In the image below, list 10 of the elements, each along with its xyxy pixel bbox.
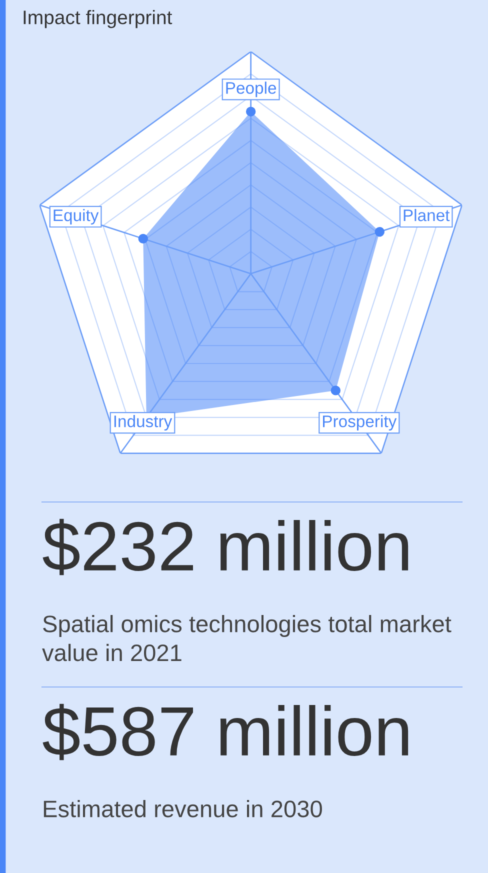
text: $232 million bbox=[42, 518, 408, 576]
text: $587 million bbox=[42, 704, 408, 760]
spoke-label: Equity bbox=[54, 208, 99, 225]
text: Estimated revenue in 2030 bbox=[44, 800, 322, 818]
spoke-label: Planet bbox=[404, 208, 450, 222]
spoke-label: Prosperity bbox=[323, 415, 397, 431]
text: Spatial omics technologies total market value in 2021 bbox=[42, 615, 452, 662]
chart-title: Impact fingerprint bbox=[24, 10, 172, 28]
spoke-label: People bbox=[226, 82, 276, 98]
spoke-label: Industry bbox=[114, 415, 172, 431]
